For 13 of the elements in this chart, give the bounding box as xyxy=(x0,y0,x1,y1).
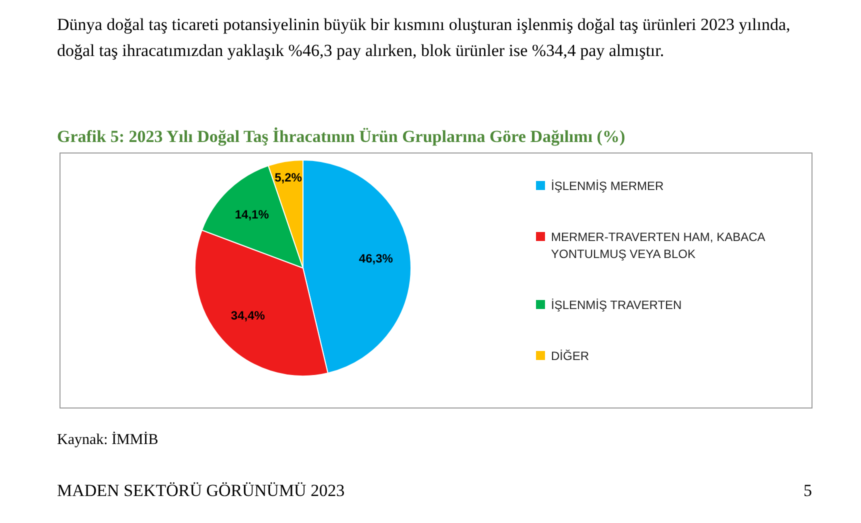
legend-label: İŞLENMİŞ MERMER xyxy=(551,179,664,193)
data-label: 34,4% xyxy=(230,308,266,323)
data-label: 5,2% xyxy=(274,170,302,185)
text: Kaynak: İMMİB xyxy=(57,431,158,448)
legend-label: İŞLENMİŞ TRAVERTEN xyxy=(551,298,682,312)
data-label: 46,3% xyxy=(358,252,394,266)
chart-title: Grafik 5: 2023 Yılı Doğal Taş İhracatının Ürün Gruplarına Göre Dağılımı (%) xyxy=(57,127,626,146)
data-label: 14,1% xyxy=(234,207,270,222)
legend-label: DİĞER xyxy=(551,349,590,363)
text: Dünya doğal taş ticareti potansiyelinin büyük bir kısmını oluşturan işlenmiş doğal taş ürünleri 2023 yılında, doğal taş ihracatımızdan yaklaşık %46,3 pay alırken, blok ürünler ise %34,4 pay almıştır. xyxy=(57,15,790,60)
legend-label: MERMER-TRAVERTEN HAM, KABACA YONTULMUŞ VEYA BLOK xyxy=(551,230,766,261)
text: 5 xyxy=(804,481,812,500)
text: MADEN SEKTÖRÜ GÖRÜNÜMÜ 2023 xyxy=(57,481,345,500)
